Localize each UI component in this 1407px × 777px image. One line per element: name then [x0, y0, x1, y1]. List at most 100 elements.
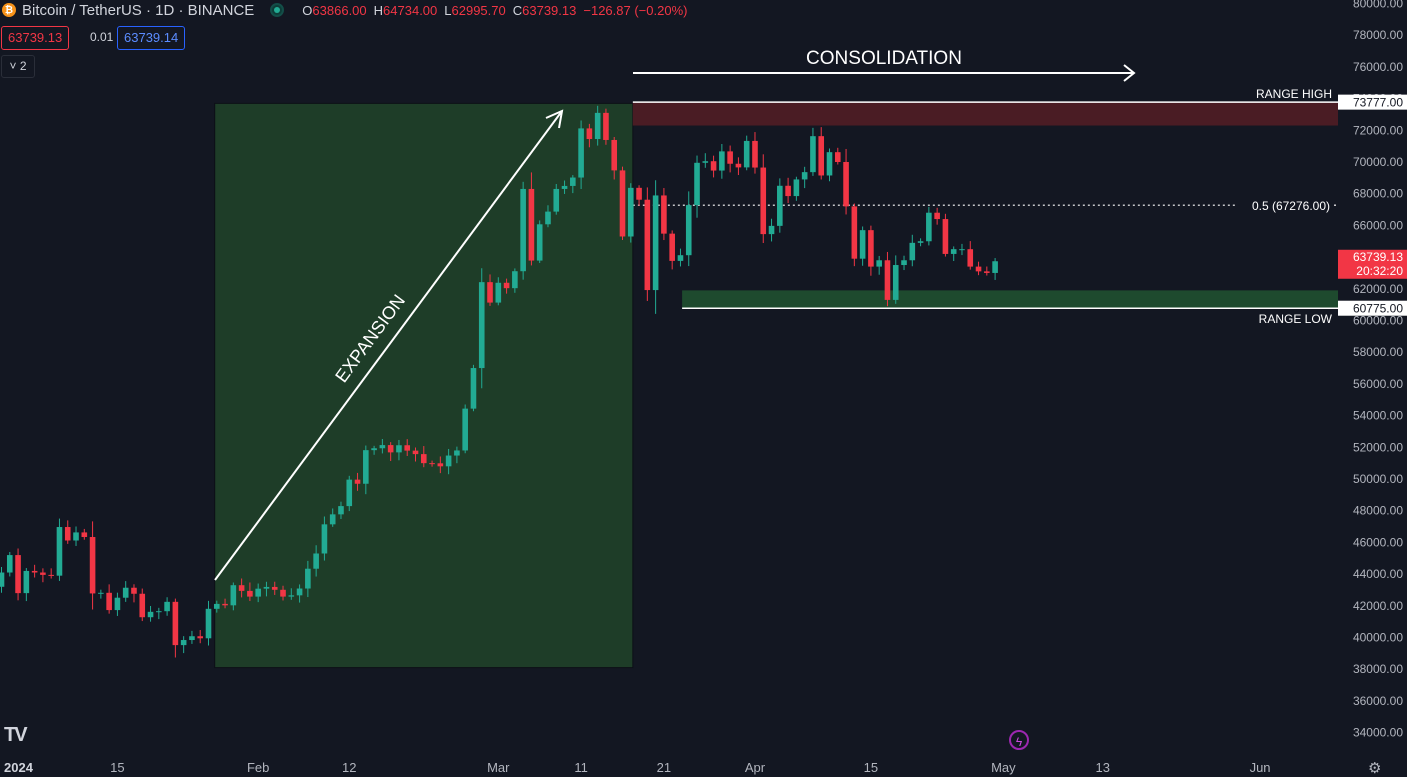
candle-body[interactable]: [594, 112, 601, 140]
candle-body[interactable]: [263, 586, 270, 589]
candle-body[interactable]: [247, 590, 253, 597]
candle-body[interactable]: [694, 162, 700, 206]
candle-body[interactable]: [255, 588, 261, 597]
candle-body[interactable]: [578, 128, 584, 178]
candle-body[interactable]: [793, 179, 800, 197]
candle-body[interactable]: [106, 592, 112, 611]
candle-body[interactable]: [296, 588, 303, 596]
candle-body[interactable]: [156, 611, 162, 613]
candle-body[interactable]: [189, 636, 195, 641]
candle-body[interactable]: [892, 265, 899, 300]
candle-body[interactable]: [636, 187, 642, 200]
symbol-title[interactable]: Bitcoin / TetherUS · 1D · BINANCE: [22, 1, 255, 19]
candle-body[interactable]: [354, 479, 361, 484]
candle-body[interactable]: [346, 479, 353, 507]
candle-body[interactable]: [975, 266, 982, 272]
candle-body[interactable]: [131, 587, 137, 594]
sell-price-button[interactable]: 63739.13: [1, 26, 70, 50]
candle-body[interactable]: [868, 230, 874, 267]
candle-body[interactable]: [139, 593, 146, 618]
candle-body[interactable]: [23, 570, 30, 594]
candle-body[interactable]: [876, 260, 882, 267]
candle-body[interactable]: [6, 555, 13, 573]
candle-body[interactable]: [992, 261, 998, 273]
candle-body[interactable]: [777, 185, 783, 226]
candle-body[interactable]: [180, 640, 187, 646]
candle-body[interactable]: [404, 445, 411, 451]
candle-body[interactable]: [470, 368, 477, 409]
candle-body[interactable]: [934, 212, 940, 220]
candle-body[interactable]: [760, 167, 767, 235]
candle-body[interactable]: [271, 586, 278, 590]
candle-body[interactable]: [98, 592, 104, 594]
candle-body[interactable]: [15, 555, 21, 594]
bolt-icon[interactable]: ϟ: [1009, 730, 1029, 750]
candle-body[interactable]: [669, 233, 675, 261]
candle-body[interactable]: [752, 140, 758, 168]
range-high-zone[interactable]: [632, 102, 1338, 126]
candle-body[interactable]: [89, 537, 96, 594]
candle-body[interactable]: [495, 282, 502, 303]
candle-body[interactable]: [652, 195, 659, 291]
candle-body[interactable]: [768, 225, 775, 235]
candle-body[interactable]: [445, 455, 452, 467]
candle-body[interactable]: [710, 161, 717, 171]
candle-body[interactable]: [959, 249, 965, 251]
candle-body[interactable]: [627, 187, 634, 237]
candle-body[interactable]: [114, 597, 121, 611]
candle-body[interactable]: [288, 595, 295, 597]
candle-body[interactable]: [826, 152, 833, 176]
candle-body[interactable]: [743, 140, 750, 168]
candle-body[interactable]: [213, 603, 220, 609]
candle-body[interactable]: [586, 128, 593, 140]
candle-body[interactable]: [677, 255, 684, 261]
candle-body[interactable]: [661, 195, 667, 234]
candle-body[interactable]: [611, 139, 618, 171]
candle-body[interactable]: [379, 445, 386, 449]
candle-body[interactable]: [834, 152, 841, 162]
candle-body[interactable]: [321, 524, 328, 554]
candle-body[interactable]: [917, 241, 924, 243]
candle-body[interactable]: [81, 532, 88, 538]
candle-body[interactable]: [230, 585, 237, 606]
candle-body[interactable]: [619, 170, 626, 237]
candle-body[interactable]: [31, 570, 38, 573]
candle-body[interactable]: [702, 161, 709, 163]
buy-price-button[interactable]: 63739.14: [117, 26, 186, 50]
candle-body[interactable]: [984, 271, 990, 273]
candle-body[interactable]: [437, 463, 444, 467]
candle-body[interactable]: [387, 445, 394, 453]
candle-body[interactable]: [64, 527, 71, 541]
candle-body[interactable]: [520, 188, 526, 272]
candle-body[interactable]: [545, 211, 551, 225]
candle-body[interactable]: [371, 448, 377, 451]
candle-body[interactable]: [454, 450, 460, 456]
tradingview-logo[interactable]: TV: [4, 724, 28, 746]
candle-body[interactable]: [967, 249, 974, 267]
candle-body[interactable]: [719, 151, 725, 171]
candle-body[interactable]: [40, 572, 46, 575]
candle-body[interactable]: [843, 162, 849, 207]
candle-body[interactable]: [122, 587, 129, 598]
candle-body[interactable]: [926, 212, 932, 242]
candle-body[interactable]: [561, 185, 568, 189]
candle-body[interactable]: [222, 603, 228, 606]
candle-body[interactable]: [528, 188, 535, 261]
range-low-zone[interactable]: [682, 290, 1338, 309]
candle-body[interactable]: [205, 608, 212, 639]
candle-body[interactable]: [396, 445, 402, 453]
candle-body[interactable]: [785, 185, 791, 197]
candle-body[interactable]: [73, 532, 79, 541]
candle-body[interactable]: [56, 527, 63, 576]
candle-body[interactable]: [884, 260, 891, 300]
candle-body[interactable]: [644, 199, 651, 291]
candle-body[interactable]: [801, 172, 808, 180]
candle-body[interactable]: [512, 271, 518, 289]
candle-body[interactable]: [462, 408, 468, 451]
candle-body[interactable]: [553, 188, 560, 212]
market-status-icon[interactable]: [270, 3, 285, 17]
candle-body[interactable]: [851, 206, 858, 259]
candle-body[interactable]: [238, 585, 245, 591]
candle-body[interactable]: [810, 136, 816, 173]
